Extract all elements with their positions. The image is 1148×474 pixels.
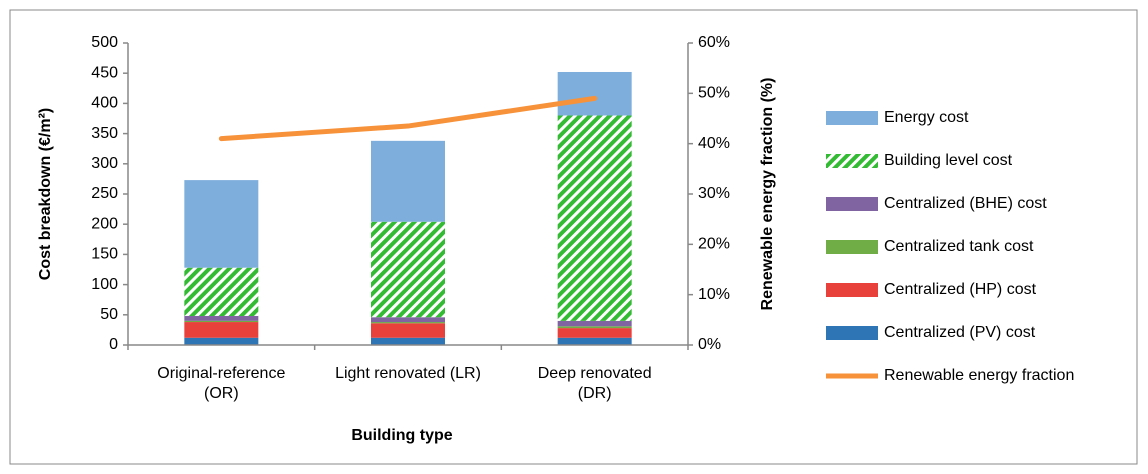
y2-tick-label: 60% [698,34,730,51]
y2-tick-label: 50% [698,85,730,102]
legend-label: Building level cost [884,152,1013,169]
legend-label: Centralized (HP) cost [884,281,1037,298]
y-tick-label: 400 [91,95,118,112]
legend-swatch [826,326,878,340]
bar-segment [184,322,259,338]
x-axis-label: Building type [351,427,452,444]
bar-segment [371,317,445,323]
legend-swatch [826,240,878,254]
x-tick-label: Light renovated (LR) [335,365,481,382]
bar-segment [371,323,445,338]
legend-label: Centralized (BHE) cost [884,195,1047,212]
y2-tick-label: 10% [698,286,730,303]
y-tick-label: 0 [109,336,118,353]
y2-axis-label: Renewable energy fraction (%) [759,78,776,311]
y-tick-label: 200 [91,215,118,232]
bar-segment [371,140,445,222]
y-axis-label: Cost breakdown (€/m²) [37,108,54,280]
y-tick-label: 100 [91,276,118,293]
legend-label: Centralized tank cost [884,238,1034,255]
y2-tick-label: 40% [698,135,730,152]
bar-segment [184,180,259,268]
legend-label: Renewable energy fraction [884,367,1074,384]
y2-tick-label: 30% [698,185,730,202]
bar-segment [557,320,632,327]
legend-swatch [826,197,878,211]
y-tick-label: 500 [91,34,118,51]
bar-segment [557,71,632,116]
y-tick-label: 350 [91,125,118,142]
bar-segment [557,328,632,338]
bar-segment [557,326,632,329]
y-tick-label: 250 [91,185,118,202]
bar-segment [371,337,445,345]
y2-tick-label: 0% [698,336,721,353]
line-series [218,95,598,142]
y-tick-label: 300 [91,155,118,172]
bar-segment [557,337,632,345]
legend-swatch [826,283,878,297]
bar-segment [184,320,259,323]
legend-label: Energy cost [884,109,969,126]
y-tick-label: 50 [100,306,118,323]
legend-swatch [826,154,878,168]
bar-segment [371,221,445,318]
bar-segment [557,115,632,321]
bar-segment [184,316,259,321]
x-tick-label: Original-reference (OR) [157,365,285,402]
legend-label: Centralized (PV) cost [884,324,1036,341]
bar-segment [371,322,445,324]
legend-swatch [826,111,878,125]
bar-segment [184,267,259,317]
y-tick-label: 450 [91,64,118,81]
bar-segment [184,337,259,345]
y-tick-label: 150 [91,246,118,263]
x-tick-label: Deep renovated (DR) [538,365,652,402]
y2-tick-label: 20% [698,236,730,253]
